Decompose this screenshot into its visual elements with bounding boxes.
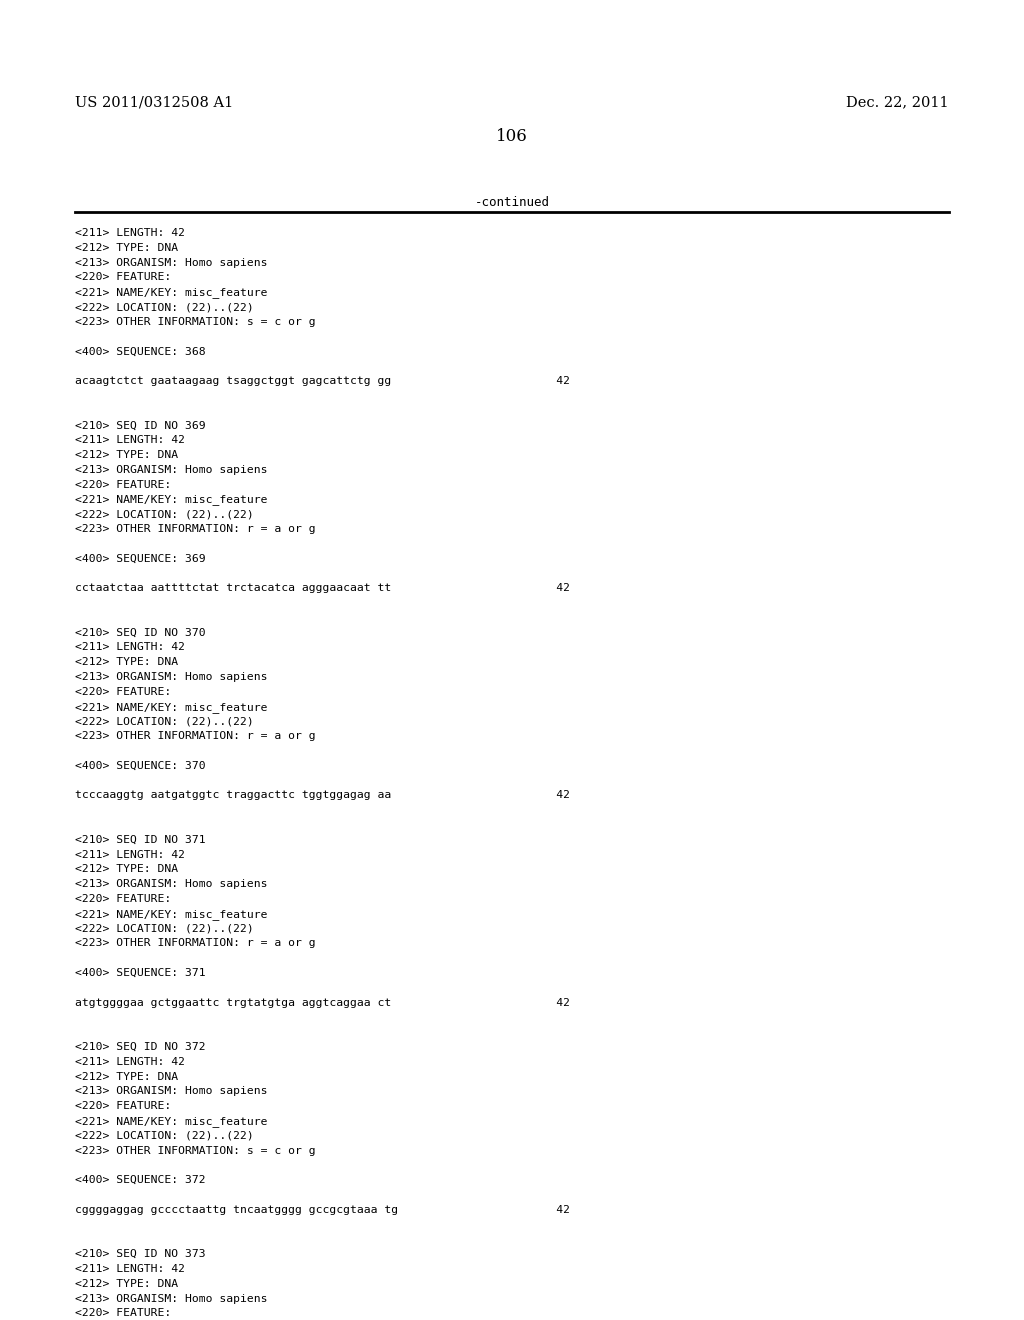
Text: <400> SEQUENCE: 372: <400> SEQUENCE: 372	[75, 1175, 206, 1185]
Text: <222> LOCATION: (22)..(22): <222> LOCATION: (22)..(22)	[75, 717, 254, 726]
Text: <220> FEATURE:: <220> FEATURE:	[75, 1308, 171, 1319]
Text: <222> LOCATION: (22)..(22): <222> LOCATION: (22)..(22)	[75, 924, 254, 933]
Text: cctaatctaa aattttctat trctacatca agggaacaat tt                        42: cctaatctaa aattttctat trctacatca agggaac…	[75, 583, 570, 593]
Text: <212> TYPE: DNA: <212> TYPE: DNA	[75, 450, 178, 459]
Text: <211> LENGTH: 42: <211> LENGTH: 42	[75, 850, 185, 859]
Text: <400> SEQUENCE: 371: <400> SEQUENCE: 371	[75, 968, 206, 978]
Text: <211> LENGTH: 42: <211> LENGTH: 42	[75, 643, 185, 652]
Text: cggggaggag gcccctaattg tncaatgggg gccgcgtaaa tg                       42: cggggaggag gcccctaattg tncaatgggg gccgcg…	[75, 1205, 570, 1214]
Text: tcccaaggtg aatgatggtc traggacttc tggtggagag aa                        42: tcccaaggtg aatgatggtc traggacttc tggtgga…	[75, 791, 570, 800]
Text: <222> LOCATION: (22)..(22): <222> LOCATION: (22)..(22)	[75, 302, 254, 312]
Text: <212> TYPE: DNA: <212> TYPE: DNA	[75, 1279, 178, 1288]
Text: <211> LENGTH: 42: <211> LENGTH: 42	[75, 1265, 185, 1274]
Text: <213> ORGANISM: Homo sapiens: <213> ORGANISM: Homo sapiens	[75, 257, 267, 268]
Text: <221> NAME/KEY: misc_feature: <221> NAME/KEY: misc_feature	[75, 702, 267, 713]
Text: <210> SEQ ID NO 371: <210> SEQ ID NO 371	[75, 834, 206, 845]
Text: <222> LOCATION: (22)..(22): <222> LOCATION: (22)..(22)	[75, 1131, 254, 1140]
Text: <210> SEQ ID NO 372: <210> SEQ ID NO 372	[75, 1041, 206, 1052]
Text: <212> TYPE: DNA: <212> TYPE: DNA	[75, 657, 178, 667]
Text: Dec. 22, 2011: Dec. 22, 2011	[847, 95, 949, 110]
Text: <223> OTHER INFORMATION: r = a or g: <223> OTHER INFORMATION: r = a or g	[75, 939, 315, 948]
Text: <212> TYPE: DNA: <212> TYPE: DNA	[75, 865, 178, 874]
Text: <210> SEQ ID NO 369: <210> SEQ ID NO 369	[75, 420, 206, 430]
Text: <213> ORGANISM: Homo sapiens: <213> ORGANISM: Homo sapiens	[75, 879, 267, 890]
Text: <213> ORGANISM: Homo sapiens: <213> ORGANISM: Homo sapiens	[75, 672, 267, 682]
Text: <400> SEQUENCE: 368: <400> SEQUENCE: 368	[75, 346, 206, 356]
Text: acaagtctct gaataagaag tsaggctggt gagcattctg gg                        42: acaagtctct gaataagaag tsaggctggt gagcatt…	[75, 376, 570, 385]
Text: <223> OTHER INFORMATION: r = a or g: <223> OTHER INFORMATION: r = a or g	[75, 524, 315, 535]
Text: <223> OTHER INFORMATION: s = c or g: <223> OTHER INFORMATION: s = c or g	[75, 1146, 315, 1155]
Text: <223> OTHER INFORMATION: r = a or g: <223> OTHER INFORMATION: r = a or g	[75, 731, 315, 742]
Text: atgtggggaa gctggaattc trgtatgtga aggtcaggaa ct                        42: atgtggggaa gctggaattc trgtatgtga aggtcag…	[75, 998, 570, 1007]
Text: <211> LENGTH: 42: <211> LENGTH: 42	[75, 436, 185, 445]
Text: <220> FEATURE:: <220> FEATURE:	[75, 894, 171, 904]
Text: <211> LENGTH: 42: <211> LENGTH: 42	[75, 1057, 185, 1067]
Text: <213> ORGANISM: Homo sapiens: <213> ORGANISM: Homo sapiens	[75, 1294, 267, 1304]
Text: <212> TYPE: DNA: <212> TYPE: DNA	[75, 1072, 178, 1081]
Text: <220> FEATURE:: <220> FEATURE:	[75, 686, 171, 697]
Text: <220> FEATURE:: <220> FEATURE:	[75, 272, 171, 282]
Text: <210> SEQ ID NO 370: <210> SEQ ID NO 370	[75, 627, 206, 638]
Text: <210> SEQ ID NO 373: <210> SEQ ID NO 373	[75, 1249, 206, 1259]
Text: <400> SEQUENCE: 369: <400> SEQUENCE: 369	[75, 553, 206, 564]
Text: -continued: -continued	[474, 195, 550, 209]
Text: <212> TYPE: DNA: <212> TYPE: DNA	[75, 243, 178, 253]
Text: <221> NAME/KEY: misc_feature: <221> NAME/KEY: misc_feature	[75, 1115, 267, 1127]
Text: 106: 106	[496, 128, 528, 145]
Text: <223> OTHER INFORMATION: s = c or g: <223> OTHER INFORMATION: s = c or g	[75, 317, 315, 327]
Text: <221> NAME/KEY: misc_feature: <221> NAME/KEY: misc_feature	[75, 288, 267, 298]
Text: <220> FEATURE:: <220> FEATURE:	[75, 1101, 171, 1111]
Text: <220> FEATURE:: <220> FEATURE:	[75, 479, 171, 490]
Text: <400> SEQUENCE: 370: <400> SEQUENCE: 370	[75, 760, 206, 771]
Text: <222> LOCATION: (22)..(22): <222> LOCATION: (22)..(22)	[75, 510, 254, 519]
Text: <213> ORGANISM: Homo sapiens: <213> ORGANISM: Homo sapiens	[75, 465, 267, 475]
Text: <211> LENGTH: 42: <211> LENGTH: 42	[75, 228, 185, 238]
Text: <221> NAME/KEY: misc_feature: <221> NAME/KEY: misc_feature	[75, 495, 267, 506]
Text: <213> ORGANISM: Homo sapiens: <213> ORGANISM: Homo sapiens	[75, 1086, 267, 1097]
Text: <221> NAME/KEY: misc_feature: <221> NAME/KEY: misc_feature	[75, 908, 267, 920]
Text: US 2011/0312508 A1: US 2011/0312508 A1	[75, 95, 233, 110]
